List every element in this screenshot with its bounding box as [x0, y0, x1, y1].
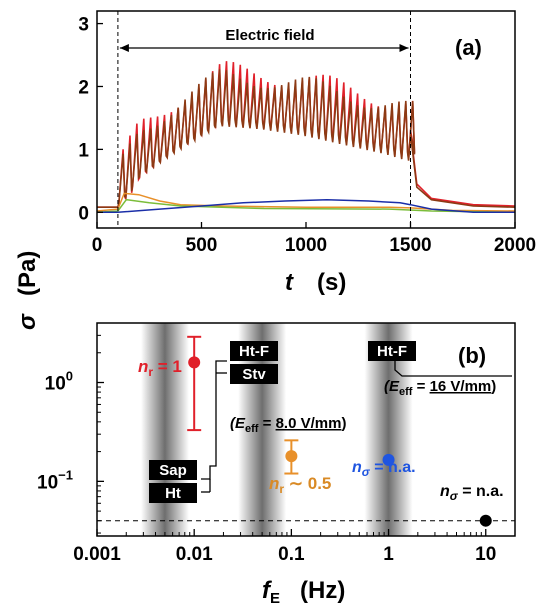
- chart-a-xlabel: t: [285, 269, 294, 296]
- chart-b-brackets: [201, 360, 512, 493]
- chart-b-ytick-label: 10−1: [37, 467, 73, 493]
- chart-b-frame: [96, 322, 516, 537]
- y-axis-label-symbol: σ: [14, 313, 41, 330]
- nsigma-blue-label: nσ = n.a.: [352, 459, 416, 479]
- chart-a-xlabel-unit: (s): [317, 269, 346, 296]
- chart-b-band-0: [140, 323, 189, 536]
- chart-a-xtick-label: 500: [186, 235, 218, 256]
- chart-b-xlabel-unit: (Hz): [300, 577, 345, 604]
- svg-text:Ht-F: Ht-F: [239, 343, 269, 360]
- chart-b-xtick-label: 0.1: [278, 544, 305, 565]
- eeff-8-label: (Eeff = 8.0 V/mm): [230, 415, 346, 435]
- chart-a-xtick-label: 1500: [389, 235, 431, 256]
- label-box-sap: Sap: [149, 460, 197, 480]
- chart-b-point-0: [188, 356, 201, 369]
- chart-b-ytick-label: 100: [45, 369, 73, 395]
- y-axis-label-unit: (Pa): [14, 251, 41, 296]
- svg-text:Stv: Stv: [242, 366, 266, 383]
- chart-a-xtick-label: 2000: [494, 235, 536, 256]
- chart-a: (a) Electric field 0 500 1000 1500 20000123 …: [78, 10, 536, 296]
- chart-a-series-3: [97, 198, 515, 214]
- chart-a-ytick-label: 1: [78, 140, 89, 161]
- chart-a-xtick-label: 1000: [285, 235, 327, 256]
- chart-a-series-4: [97, 198, 515, 214]
- chart-b-errorbars: [187, 335, 299, 475]
- chart-b-xlabel: fE: [262, 577, 280, 607]
- chart-a-ytick-label: 0: [78, 203, 89, 224]
- label-box-stv: Stv: [230, 364, 278, 384]
- chart-b-points: [188, 356, 492, 527]
- svg-text:Ht-F: Ht-F: [377, 343, 407, 360]
- label-box-ht: Ht: [149, 483, 197, 503]
- chart-a-ytick-label: 3: [78, 15, 89, 36]
- chart-b: 0.001 0.01 0.1 1 10 100 10−1 (b) Ht-F Stv Ht-F…: [37, 322, 516, 607]
- y-axis-label: σ (Pa): [14, 251, 41, 330]
- svg-text:Sap: Sap: [159, 462, 187, 479]
- chart-b-xtick-label: 0.01: [176, 544, 213, 565]
- chart-a-ticks: 0 500 1000 1500 2000 0 1 2 3: [78, 15, 536, 256]
- eeff-16-label: (Eeff = 16 V/mm): [384, 378, 496, 398]
- chart-a-marks: [117, 11, 411, 228]
- svg-text:Ht: Ht: [165, 485, 181, 502]
- chart-a-xtick-label: 0: [92, 235, 103, 256]
- chart-b-point-2: [382, 453, 395, 466]
- chart-b-ticks: 0.001 0.01 0.1 1 10 100 10−1: [37, 322, 516, 565]
- chart-a-panel-label: (a): [455, 35, 482, 60]
- label-box-htf-right: Ht-F: [368, 341, 416, 361]
- chart-b-xtick-label: 10: [475, 544, 496, 565]
- chart-a-annotation: Electric field: [225, 27, 314, 44]
- nr-05-label: nr ∼ 0.5: [269, 474, 331, 496]
- chart-b-point-3: [479, 514, 492, 527]
- chart-a-series-1: [97, 69, 515, 208]
- chart-b-panel-label: (b): [458, 343, 486, 368]
- chart-b-xtick-label: 1: [383, 544, 394, 565]
- chart-b-xtick-label: 0.001: [73, 544, 121, 565]
- chart-a-ytick-label: 2: [78, 77, 89, 98]
- chart-b-point-1: [285, 450, 298, 463]
- chart-a-series: [97, 61, 515, 214]
- nsigma-black-label: nσ = n.a.: [440, 483, 504, 503]
- nr-1-label: nr = 1: [138, 357, 182, 379]
- label-box-htf-left: Ht-F: [230, 341, 278, 361]
- field-arrow-right-head: [399, 44, 409, 52]
- field-arrow-left-head: [119, 44, 129, 52]
